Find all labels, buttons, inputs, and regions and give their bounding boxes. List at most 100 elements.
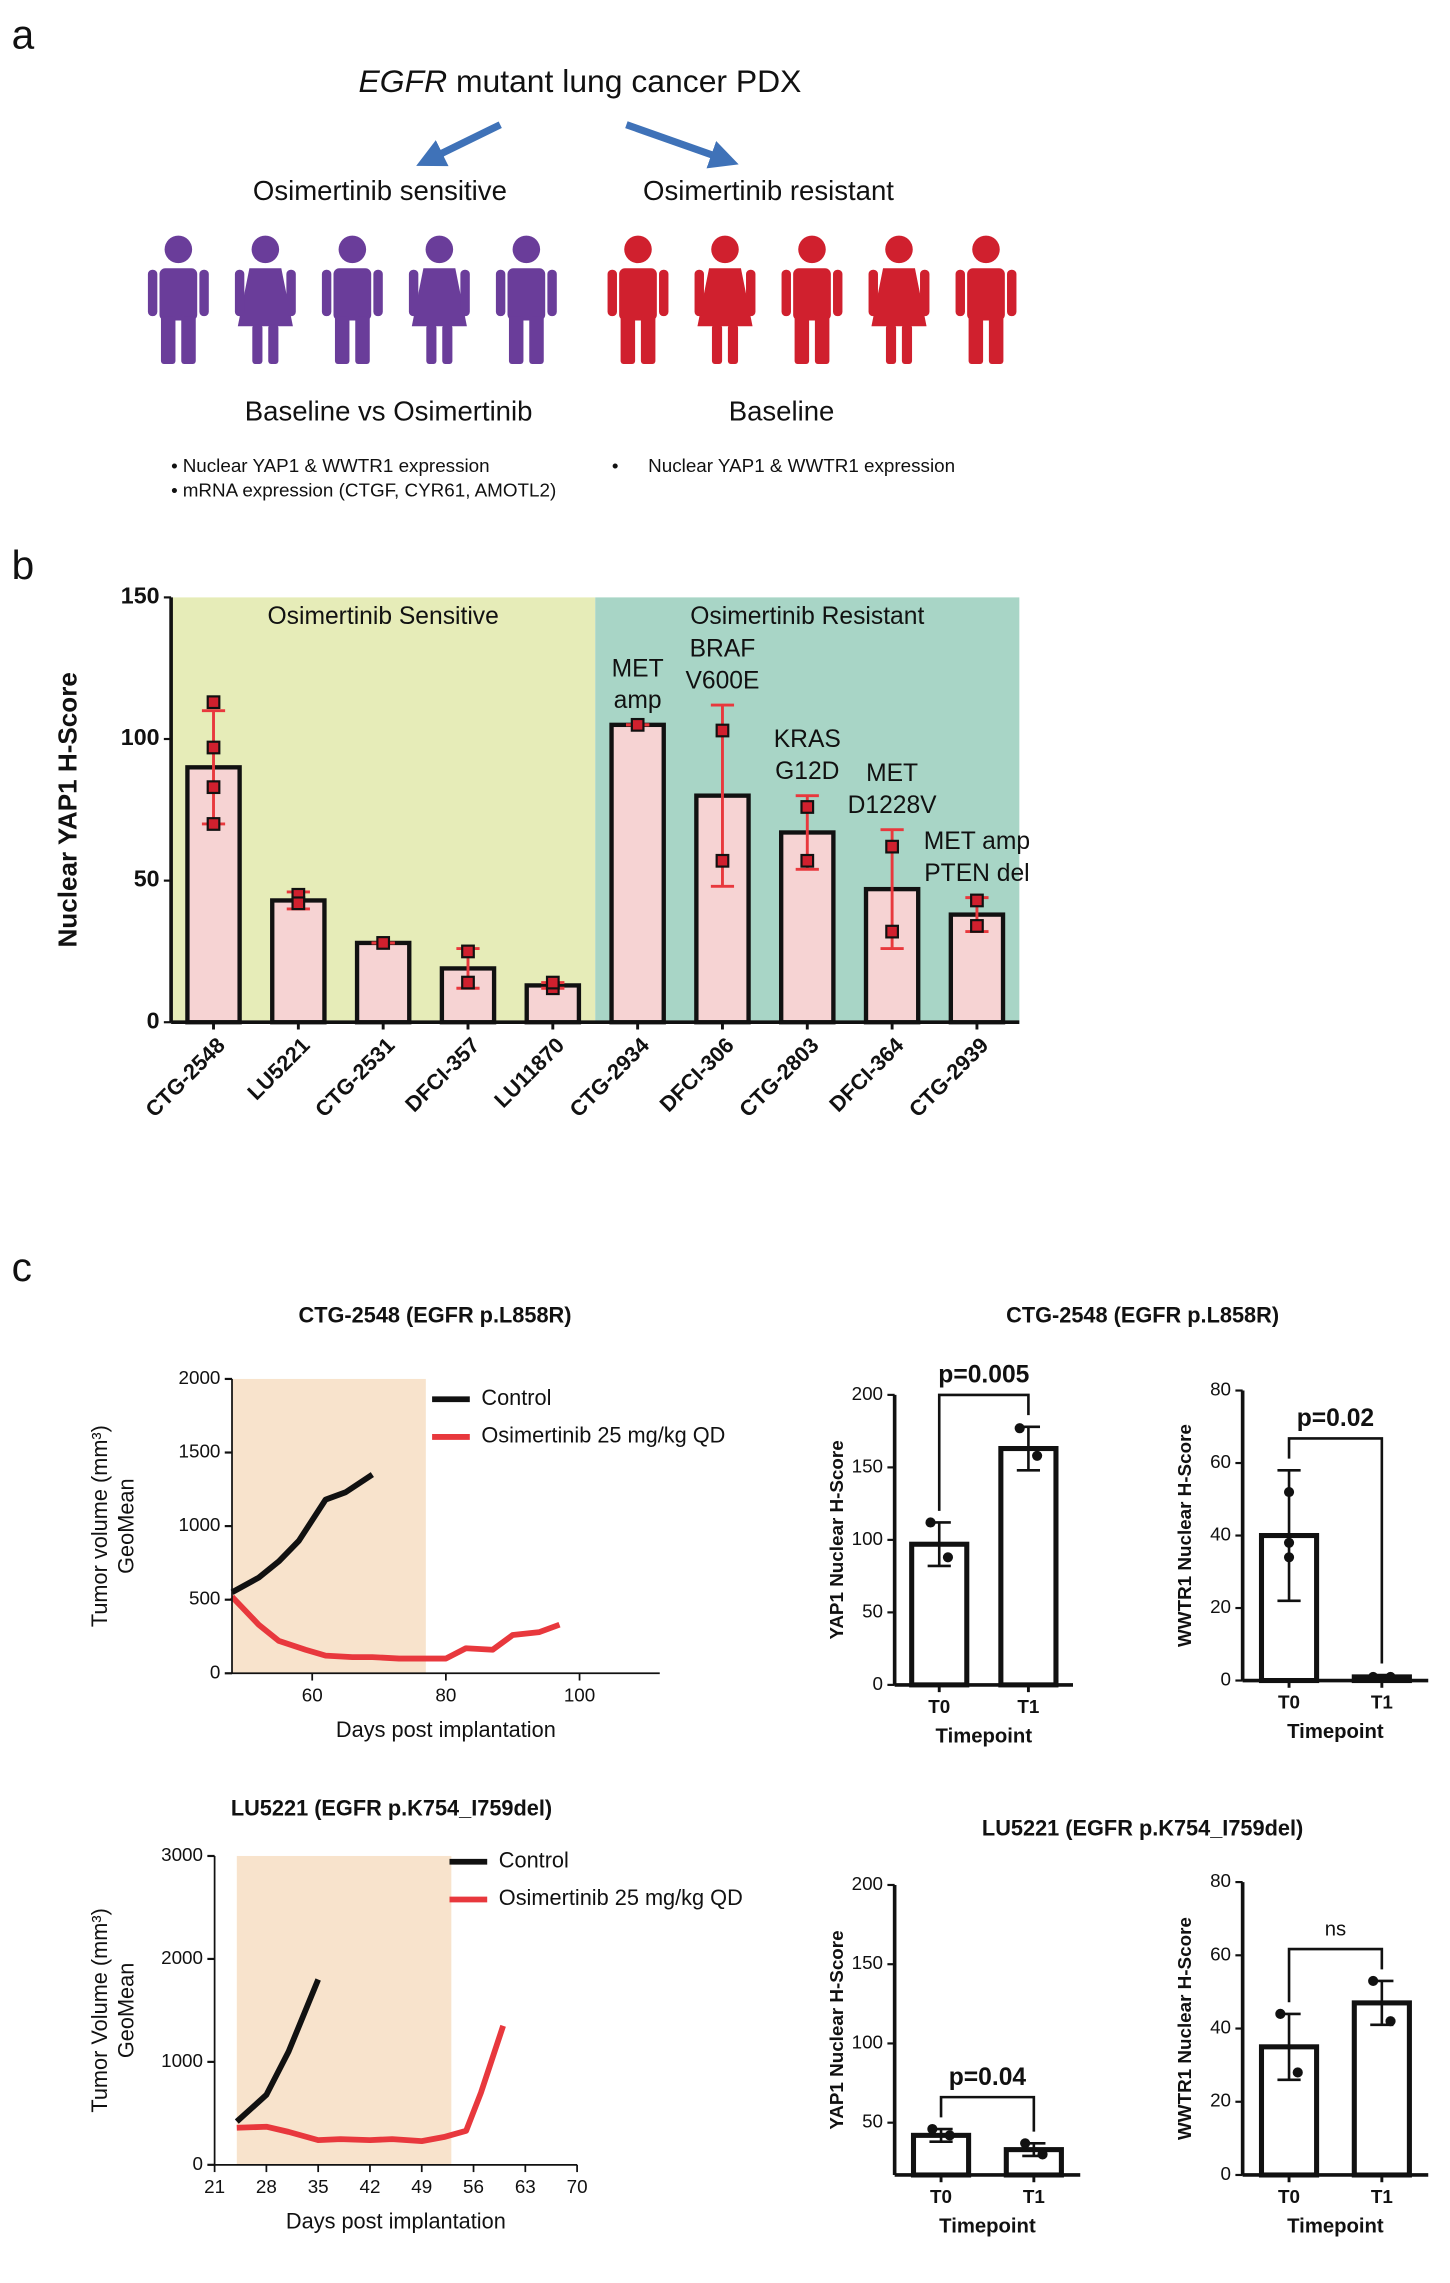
- data-point: [206, 817, 221, 831]
- annotation: V600E: [685, 667, 759, 694]
- arm: [495, 269, 506, 317]
- y-tick-label: 50: [862, 1600, 883, 1621]
- group-name: Osimertinib sensitive: [253, 175, 507, 206]
- x-tick-label: T1: [1371, 2186, 1393, 2207]
- chart-title: CTG-2548 (EGFR p.L858R): [1006, 1302, 1279, 1327]
- chart-title: LU5221 (EGFR p.K754_I759del): [231, 1795, 552, 1820]
- arm: [920, 269, 930, 317]
- y-axis-label: YAP1 Nuclear H-Score: [826, 1440, 847, 1639]
- person-icon: [781, 235, 843, 364]
- bar: [354, 940, 412, 1025]
- group-comparison: Baseline: [729, 396, 835, 427]
- bar: [609, 722, 666, 1025]
- y-tick-label: 40: [1210, 2017, 1231, 2038]
- y-tick-label: 80: [1210, 1870, 1231, 1891]
- bullet-dot: •: [171, 480, 178, 501]
- x-tick-label: CTG-2939: [904, 1032, 993, 1121]
- data-point: [206, 740, 221, 755]
- bar: [948, 912, 1006, 1025]
- y-axis-label: WWTR1 Nuclear H-Score: [1174, 1424, 1195, 1647]
- y-tick-label: 60: [1210, 1943, 1231, 1964]
- head: [425, 235, 454, 264]
- data-point: [885, 924, 899, 939]
- arm: [286, 269, 296, 317]
- arm: [373, 269, 383, 317]
- significance-bracket: [1287, 1437, 1384, 1664]
- x-axis-label: Days post implantation: [336, 1717, 556, 1742]
- head: [512, 235, 541, 264]
- diagram-title: EGFR mutant lung cancer PDX: [359, 64, 802, 100]
- arm: [659, 269, 669, 317]
- data-point: [944, 2130, 955, 2141]
- y-tick-label: 1000: [161, 2050, 203, 2071]
- y-axis-label: WWTR1 Nuclear H-Score: [1174, 1917, 1195, 2140]
- x-tick-label: 63: [515, 2176, 536, 2197]
- data-point: [942, 1552, 954, 1563]
- annotation: BRAF: [690, 635, 756, 662]
- leg: [640, 316, 656, 364]
- title-italic: EGFR: [359, 64, 448, 100]
- y-tick-label: 1000: [179, 1514, 221, 1535]
- data-point: [206, 780, 221, 795]
- person-icon: [234, 235, 296, 364]
- x-tick-label: DFCI-364: [824, 1032, 908, 1116]
- data-point: [376, 936, 391, 950]
- y-tick-label: 150: [852, 1455, 883, 1476]
- x-tick-label: T1: [1371, 1692, 1393, 1713]
- data-point: [925, 1517, 936, 1528]
- x-tick-label: 100: [564, 1684, 595, 1705]
- x-tick-label: 60: [302, 1684, 323, 1705]
- torso: [159, 268, 198, 321]
- arm: [460, 269, 470, 317]
- leg: [727, 324, 739, 364]
- data-point: [1014, 1423, 1025, 1434]
- leg: [885, 324, 897, 364]
- legend-label: Control: [499, 1848, 569, 1873]
- y-axis-label: GeoMean: [113, 1963, 138, 2058]
- chart-title: CTG-2548 (EGFR p.L858R): [299, 1302, 572, 1327]
- x-axis-label: Timepoint: [939, 2216, 1036, 2238]
- x-tick-label: 56: [463, 2176, 484, 2197]
- x-tick-label: CTG-2548: [140, 1032, 229, 1121]
- series-line: [229, 1594, 561, 1662]
- head: [164, 235, 193, 264]
- y-tick-label: 2000: [161, 1947, 203, 1968]
- y-tick-label: 200: [852, 1383, 883, 1404]
- data-point: [970, 893, 984, 908]
- arm: [833, 269, 843, 317]
- bullet-text: Nuclear YAP1 & WWTR1 expression: [183, 455, 490, 476]
- data-point: [291, 896, 306, 911]
- x-tick-label: T0: [1278, 1692, 1300, 1713]
- y-axis-label: YAP1 Nuclear H-Score: [826, 1930, 847, 2129]
- x-tick-label: T0: [928, 1696, 950, 1717]
- x-tick-label: 70: [567, 2176, 588, 2197]
- y-axis-label: Tumor Volume (mm³): [87, 1908, 112, 2112]
- arm: [147, 269, 158, 317]
- y-axis-label: Tumor volume (mm³): [87, 1425, 112, 1627]
- x-tick-label: CTG-2934: [565, 1032, 654, 1121]
- arm: [1007, 269, 1017, 317]
- p-value: ns: [1325, 1919, 1346, 1941]
- arm: [746, 269, 756, 317]
- torso: [619, 268, 657, 321]
- y-tick-label: 20: [1210, 2090, 1231, 2111]
- x-tick-label: 49: [411, 2176, 432, 2197]
- person-icon: [955, 235, 1017, 364]
- annotation: PTEN del: [924, 860, 1029, 887]
- data-point: [800, 800, 815, 814]
- arm: [547, 269, 557, 317]
- head: [711, 235, 739, 264]
- arrow: [625, 121, 739, 169]
- p-value: p=0.04: [949, 2064, 1027, 2091]
- y-tick-label: 500: [189, 1588, 220, 1609]
- x-tick-label: 80: [435, 1684, 456, 1705]
- legend-label: Control: [481, 1385, 551, 1410]
- y-tick-label: 0: [1221, 2163, 1231, 2184]
- data-point: [1032, 1450, 1043, 1461]
- head: [251, 235, 280, 264]
- data-point: [206, 695, 221, 710]
- torso: [967, 268, 1005, 321]
- data-point: [800, 853, 815, 868]
- x-axis-label: Timepoint: [1287, 2216, 1384, 2238]
- bar: [998, 1445, 1059, 1688]
